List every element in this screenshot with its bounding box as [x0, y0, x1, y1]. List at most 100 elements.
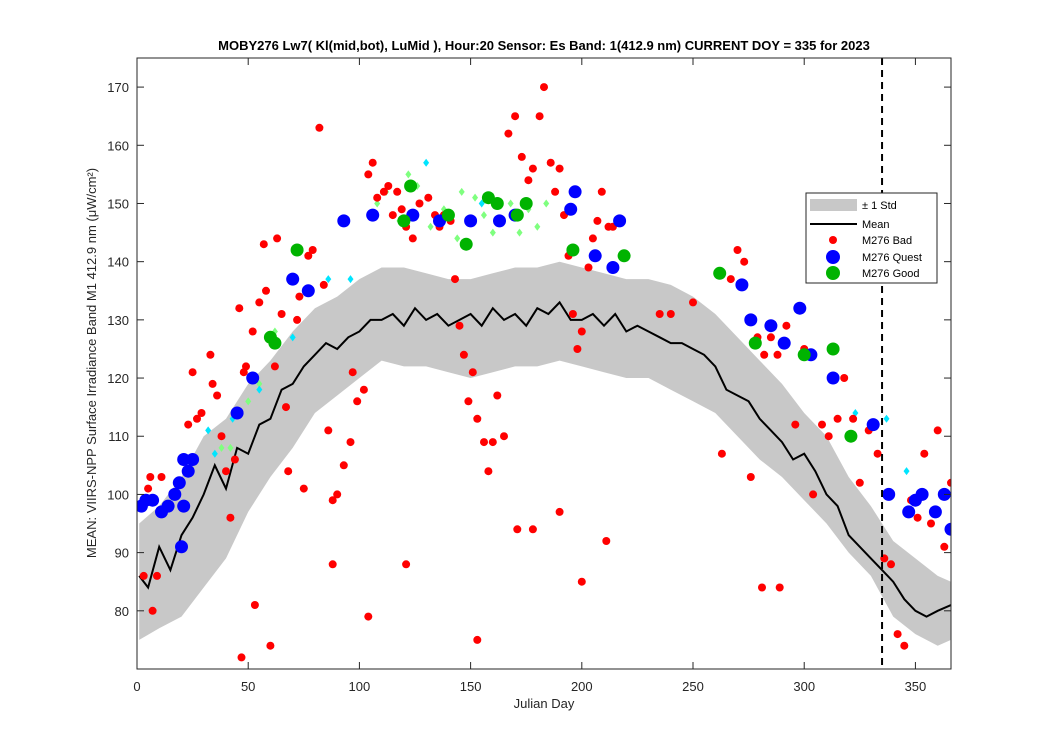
- light-green-point: [534, 222, 541, 231]
- bad-point: [740, 257, 749, 266]
- x-tick-label: 350: [905, 679, 927, 694]
- bad-point: [920, 449, 929, 458]
- bad-point: [308, 246, 317, 254]
- bad-point: [188, 368, 197, 377]
- y-tick-label: 150: [107, 196, 129, 211]
- bad-point: [237, 653, 246, 662]
- bad-point: [528, 164, 537, 173]
- good-point: [459, 237, 473, 251]
- bad-point: [528, 525, 537, 534]
- bad-point: [197, 409, 206, 417]
- light-green-point: [480, 211, 487, 220]
- good-point: [441, 208, 455, 222]
- bad-point: [348, 368, 357, 377]
- light-green-point: [543, 199, 550, 208]
- good-point: [713, 266, 727, 280]
- legend-good-swatch: [826, 266, 840, 280]
- bad-point: [402, 560, 411, 569]
- y-tick-label: 110: [108, 429, 129, 444]
- bad-point: [295, 292, 304, 301]
- y-tick-label: 90: [115, 546, 129, 561]
- std-band-layer: [139, 261, 951, 646]
- bad-point: [887, 560, 895, 569]
- bad-point: [473, 414, 482, 423]
- quest-point: [764, 319, 778, 333]
- bad-point: [573, 345, 582, 353]
- bad-point: [339, 461, 348, 470]
- bad-point: [359, 385, 368, 394]
- bad-point: [328, 560, 337, 569]
- cyan-point: [211, 449, 218, 458]
- light-green-point: [227, 443, 234, 452]
- cyan-point: [883, 414, 890, 423]
- bad-point: [517, 152, 526, 161]
- bad-point: [540, 83, 548, 92]
- quest-point: [177, 453, 191, 466]
- x-tick-label: 300: [793, 679, 815, 694]
- bad-point: [500, 432, 508, 441]
- good-points-layer: [263, 179, 858, 443]
- bad-point: [235, 304, 244, 313]
- quest-point: [866, 418, 880, 432]
- plot-frame: [136, 57, 952, 670]
- good-point: [566, 243, 580, 257]
- bad-point: [666, 310, 675, 318]
- bad-point: [146, 473, 155, 481]
- bad-point: [480, 438, 488, 447]
- quest-point: [588, 249, 602, 263]
- bad-point: [746, 473, 755, 481]
- bad-point: [217, 432, 226, 441]
- bad-point: [546, 158, 555, 167]
- bad-point: [513, 525, 522, 534]
- quest-point: [777, 336, 791, 350]
- quest-point: [735, 278, 749, 292]
- quest-point: [944, 522, 951, 536]
- bad-point: [655, 310, 664, 318]
- bad-point: [733, 246, 742, 254]
- light-green-point: [245, 397, 252, 406]
- bad-point: [333, 490, 342, 499]
- quest-point: [186, 453, 200, 466]
- bad-point: [873, 449, 882, 458]
- bad-point: [230, 455, 239, 464]
- light-green-point: [218, 443, 225, 452]
- legend-label-bad: M276 Bad: [862, 235, 912, 247]
- bad-point: [775, 583, 784, 592]
- cyan-point: [423, 158, 430, 167]
- bad-point: [833, 414, 842, 423]
- y-tick-label: 160: [107, 138, 129, 153]
- bad-point: [524, 176, 533, 185]
- bad-point: [299, 484, 308, 493]
- chart-title: MOBY276 Lw7( Kl(mid,bot), LuMid ), Hour:…: [218, 38, 870, 53]
- quest-point: [146, 493, 160, 507]
- quest-point: [181, 464, 195, 478]
- cyan-point: [325, 275, 332, 284]
- bad-point: [577, 577, 586, 586]
- light-green-point: [458, 187, 465, 196]
- legend-label-good: M276 Good: [862, 268, 919, 280]
- light-green-point: [507, 199, 514, 208]
- bad-point: [424, 193, 433, 202]
- bad-point: [893, 630, 902, 639]
- good-point: [519, 197, 533, 210]
- quest-point: [337, 214, 351, 228]
- y-tick-label: 140: [107, 255, 129, 270]
- bad-point: [153, 571, 161, 580]
- bad-point: [206, 350, 215, 359]
- bad-point: [304, 251, 313, 260]
- quest-point: [168, 487, 182, 501]
- good-point: [844, 429, 858, 443]
- quest-point: [882, 487, 896, 501]
- bad-point: [328, 496, 337, 505]
- bad-point: [726, 275, 735, 284]
- bad-point: [758, 583, 766, 592]
- bad-point: [393, 187, 402, 196]
- bad-point: [324, 426, 333, 435]
- quest-point: [568, 185, 582, 199]
- mean-line-layer: [138, 300, 951, 618]
- bad-point: [250, 601, 259, 609]
- quest-point: [464, 214, 478, 228]
- cyan-point: [205, 426, 212, 435]
- bad-point: [388, 211, 397, 220]
